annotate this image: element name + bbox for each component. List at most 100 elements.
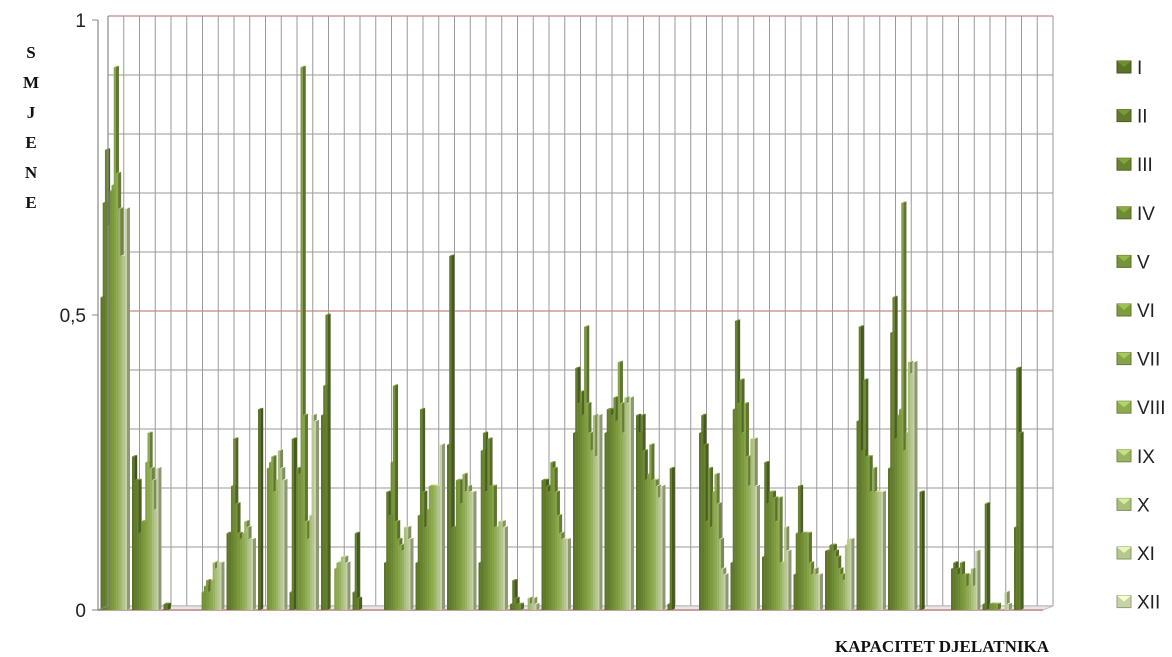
bar-top: [248, 537, 254, 540]
bar-top: [541, 478, 547, 481]
bar-front: [786, 551, 789, 610]
bar-front: [871, 468, 875, 610]
bar-top: [714, 472, 720, 475]
bar-front: [273, 492, 276, 610]
bar-top: [543, 478, 549, 481]
bar-top: [984, 502, 990, 504]
bar-front: [419, 409, 423, 610]
bar-front: [512, 580, 515, 610]
bar: [786, 549, 792, 610]
bar-front: [707, 468, 711, 610]
bar-front: [435, 486, 438, 610]
bar: [250, 537, 256, 610]
bar-front: [833, 551, 837, 610]
legend-label: IX: [1137, 447, 1155, 468]
bar-front: [968, 574, 971, 610]
bar-front: [552, 468, 555, 610]
bar-front: [592, 415, 596, 610]
bar-front: [849, 539, 852, 610]
bar-side: [921, 490, 925, 610]
bar-front: [1004, 592, 1007, 610]
bar-front: [811, 574, 814, 610]
bar-top: [451, 525, 457, 528]
bar-front: [401, 551, 404, 610]
bar-front: [584, 326, 587, 610]
bar-top: [311, 413, 317, 416]
bar: [628, 396, 634, 610]
bar-side: [284, 478, 288, 610]
bar-front: [491, 486, 494, 610]
bar-front: [136, 480, 139, 610]
bar-front: [214, 568, 218, 610]
bar-front: [766, 503, 769, 610]
bar-top: [430, 484, 437, 487]
y-tick-label: 0: [75, 601, 86, 622]
bar-front: [714, 474, 717, 610]
bar-front: [973, 586, 976, 610]
bar-front: [710, 527, 713, 610]
bar-top: [250, 537, 256, 540]
bar-front: [397, 539, 400, 610]
bar-front: [300, 67, 303, 610]
bar-front: [321, 415, 324, 610]
bar-top: [838, 567, 844, 569]
bar-front: [235, 503, 238, 610]
bar-front: [995, 604, 998, 610]
bar-top: [336, 561, 342, 563]
bar-front: [140, 521, 144, 610]
bar-top: [849, 537, 855, 540]
legend-item: VI: [1116, 301, 1155, 322]
bar-top: [502, 525, 508, 528]
legend-swatch-bevel: [1117, 547, 1131, 553]
bar-front: [653, 480, 656, 610]
bar-top: [552, 466, 558, 469]
legend-swatch-bevel: [1117, 449, 1131, 456]
bar-front: [867, 456, 870, 610]
bar-top: [406, 525, 412, 528]
bar-side: [788, 549, 792, 610]
bar-front: [113, 67, 116, 610]
bar-front: [970, 568, 974, 610]
bar-top: [847, 537, 853, 540]
bar-side: [221, 561, 225, 610]
bar-top: [867, 455, 873, 457]
bar-front: [734, 320, 738, 610]
bar-side: [473, 490, 477, 610]
bar-front: [556, 515, 560, 610]
bar-front: [575, 368, 578, 610]
bar-top: [651, 478, 657, 481]
bar-top: [901, 201, 907, 203]
bar-top: [518, 602, 525, 605]
bar-front: [464, 492, 467, 610]
bar-side: [567, 537, 571, 610]
bar-front: [487, 438, 490, 610]
bar-front: [808, 562, 812, 610]
bar-front: [957, 574, 960, 610]
bar-front: [660, 486, 663, 610]
bar-front: [390, 462, 393, 610]
bar-side: [327, 313, 331, 610]
bar-front: [773, 497, 776, 610]
bar-top: [829, 543, 835, 546]
bar-front: [741, 433, 744, 610]
bar-front: [784, 527, 787, 610]
bar-top: [354, 531, 360, 534]
bar-front: [813, 568, 816, 610]
legend-swatch-bevel: [1117, 206, 1131, 213]
bar-top: [613, 396, 619, 398]
bar-top: [277, 449, 284, 451]
bar-front: [403, 527, 407, 610]
bar-front: [617, 362, 620, 610]
bar: [975, 549, 981, 610]
bar: [984, 502, 990, 610]
bar-front: [754, 486, 757, 610]
bar-top: [919, 490, 925, 492]
bar-top: [439, 443, 445, 445]
bar-top: [403, 525, 410, 528]
bar-front: [437, 486, 440, 610]
bar-front: [246, 527, 249, 610]
bar-top: [466, 484, 473, 487]
bar-top: [471, 490, 477, 492]
bar-top: [219, 561, 225, 563]
bar-front: [795, 533, 798, 610]
